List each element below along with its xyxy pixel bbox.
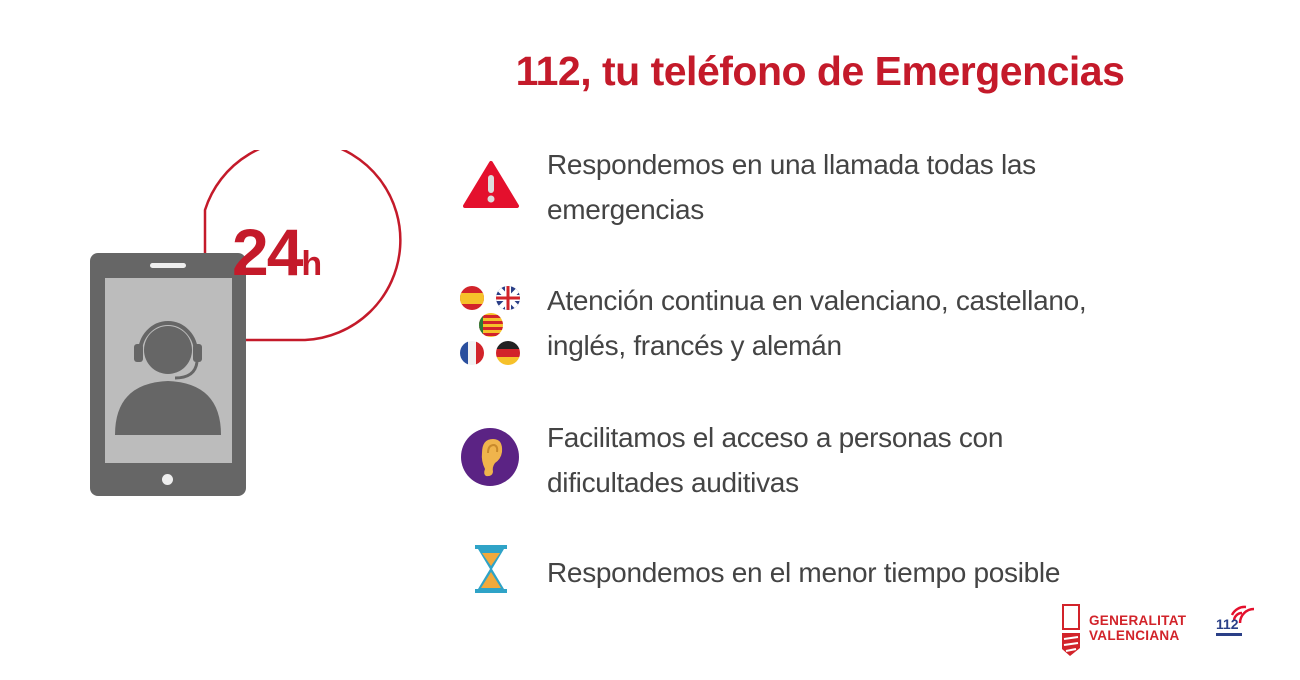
signal-waves-icon xyxy=(1230,605,1255,624)
hourglass-icon xyxy=(475,545,507,593)
feature-item-languages: Atención continua en valenciano, castell… xyxy=(547,278,1087,368)
feature-item-response-time: Respondemos en el menor tiempo posible xyxy=(547,550,1060,595)
warning-triangle-icon xyxy=(463,161,519,208)
item-line: Respondemos en el menor tiempo posible xyxy=(547,557,1061,588)
item-line: inglés, francés y alemán xyxy=(547,330,842,361)
generalitat-valenciana-logo: GENERALITAT VALENCIANA xyxy=(1060,603,1200,658)
coat-of-arms-icon xyxy=(1062,604,1080,656)
feature-item-hearing: Facilitamos el acceso a personas con dif… xyxy=(547,415,1003,505)
badge-unit: h xyxy=(301,245,323,283)
badge-number: 24 xyxy=(232,215,303,289)
112-logo: 112 xyxy=(1214,603,1264,643)
spanish-flag-icon xyxy=(460,286,484,310)
tablet-screen xyxy=(105,278,232,463)
item-line: Atención continua en valenciano, castell… xyxy=(547,285,1087,316)
operator-headset-icon xyxy=(115,321,221,435)
24h-badge: 24h xyxy=(232,214,322,290)
french-flag-icon xyxy=(460,341,484,365)
home-button xyxy=(162,474,173,485)
valencian-flag-icon xyxy=(479,313,503,337)
gv-line2: VALENCIANA xyxy=(1089,628,1180,643)
page-title: 112, tu teléfono de Emergencias xyxy=(515,48,1125,94)
uk-flag-icon xyxy=(496,286,520,310)
item-line: emergencias xyxy=(547,194,705,225)
item-line: dificultades auditivas xyxy=(547,467,799,498)
gv-line1: GENERALITAT xyxy=(1089,613,1187,628)
tablet-illustration xyxy=(90,253,246,496)
clock-badge-outline xyxy=(203,150,402,342)
feature-item-calls: Respondemos en una llamada todas las eme… xyxy=(547,142,1036,232)
ear-icon xyxy=(461,428,519,486)
112-logo-text: 112 xyxy=(1216,616,1239,632)
112-logo-bar xyxy=(1216,633,1242,636)
language-flags-icon xyxy=(460,286,520,365)
item-line: Facilitamos el acceso a personas con xyxy=(547,422,1004,453)
german-flag-icon xyxy=(496,341,520,365)
speaker xyxy=(150,263,186,268)
gv-logo-text: GENERALITAT VALENCIANA xyxy=(1089,613,1186,643)
item-line: Respondemos en una llamada todas las xyxy=(547,149,1036,180)
